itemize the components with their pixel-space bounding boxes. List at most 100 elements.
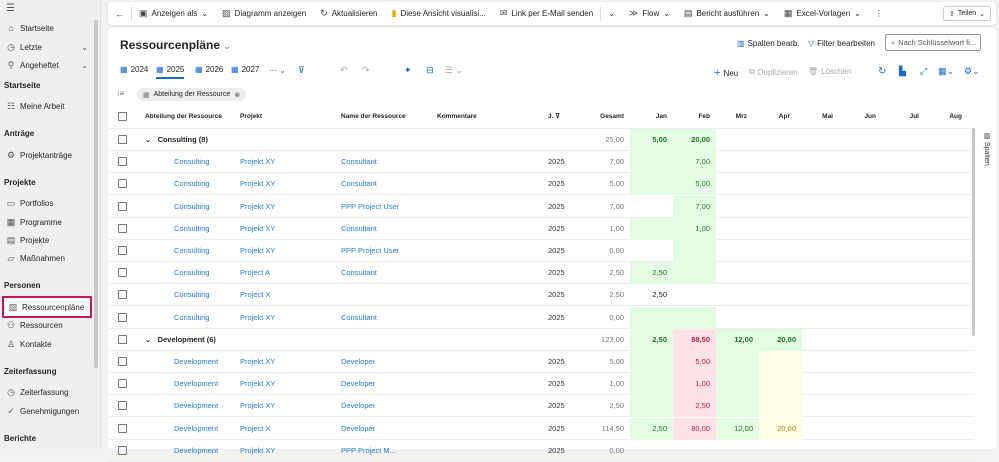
row-checkbox[interactable]: [118, 401, 127, 411]
anzeigen-als-button[interactable]: ▣ Anzeigen als ⌄: [132, 2, 215, 25]
ressource-link[interactable]: Developer: [341, 401, 376, 411]
filter-icon[interactable]: ⊽: [555, 113, 560, 120]
month-cell[interactable]: 7,00: [673, 195, 716, 218]
month-cell[interactable]: 5,00: [673, 173, 716, 196]
row-checkbox[interactable]: [118, 223, 127, 233]
fullscreen-button[interactable]: ⤢: [920, 66, 927, 77]
projekt-link[interactable]: Projekt XY: [240, 179, 276, 189]
select-all-checkbox[interactable]: [118, 112, 127, 121]
column-header[interactable]: Apr: [759, 106, 802, 128]
group-header[interactable]: ⌄ Development (6): [145, 329, 216, 351]
close-circle-icon[interactable]: ⊗: [234, 91, 241, 99]
link-email-button[interactable]: ✉ Link per E-Mail senden: [493, 2, 600, 25]
row-checkbox[interactable]: [118, 201, 127, 211]
month-cell[interactable]: 1,00: [673, 373, 716, 396]
year-tab-2027[interactable]: ▦ 2027: [231, 65, 259, 74]
list-options-button[interactable]: ☰ ⌄: [445, 65, 463, 76]
projekt-link[interactable]: Projekt XY: [240, 223, 276, 233]
month-cell[interactable]: [673, 262, 716, 285]
month-cell[interactable]: 2,50: [630, 328, 673, 351]
column-header[interactable]: Name der Ressource: [341, 106, 406, 128]
month-cell[interactable]: [630, 196, 673, 218]
abteilung-link[interactable]: Development: [174, 357, 219, 366]
year-tab-2024[interactable]: ▦ 2024: [120, 65, 148, 74]
column-header[interactable]: Mai: [802, 106, 845, 128]
row-checkbox[interactable]: [118, 179, 127, 189]
duplizieren-button[interactable]: ⧉ Duplizieren: [749, 67, 798, 77]
row-checkbox[interactable]: [118, 379, 127, 389]
month-cell[interactable]: [630, 395, 673, 418]
month-cell[interactable]: [673, 240, 716, 262]
more-commands-button[interactable]: ⋮: [868, 2, 890, 25]
table-row[interactable]: Consulting Projekt XY PPP Project User 2025…: [108, 240, 974, 262]
row-checkbox[interactable]: [118, 290, 127, 300]
abteilung-link[interactable]: Consulting: [174, 290, 210, 300]
sidebar-item[interactable]: ▤ Projekte: [4, 231, 92, 249]
year-tab-2025[interactable]: ▦ 2025: [156, 65, 185, 79]
loeschen-button[interactable]: 🗑 Löschen: [808, 67, 851, 76]
month-cell[interactable]: [759, 373, 802, 396]
month-cell[interactable]: [716, 373, 759, 396]
filter-bearbeiten-button[interactable]: ▽ Filter bearbeiten: [808, 39, 875, 48]
abteilung-link[interactable]: Consulting: [174, 223, 210, 233]
month-cell[interactable]: 7,00: [673, 151, 716, 174]
month-cell[interactable]: [759, 395, 802, 418]
ressource-link[interactable]: PPP Project User: [341, 201, 400, 211]
ressource-link[interactable]: PPP Project M...: [341, 445, 396, 455]
month-cell[interactable]: [630, 240, 673, 262]
ressource-link[interactable]: Consultant: [341, 268, 377, 278]
month-cell[interactable]: 12,00: [716, 417, 759, 440]
sidebar-item[interactable]: ▧ Ressourcenpläne: [2, 296, 92, 318]
ressource-link[interactable]: Consultant: [341, 223, 377, 233]
column-header[interactable]: Projekt: [240, 106, 262, 128]
column-header[interactable]: Jun: [845, 106, 888, 128]
month-cell[interactable]: [630, 351, 673, 373]
abteilung-link[interactable]: Consulting: [174, 201, 210, 211]
column-header[interactable]: Kommentare: [437, 106, 477, 128]
visualisieren-button[interactable]: ▮ Diese Ansicht visualisi...: [385, 2, 493, 25]
table-row[interactable]: 5,00 Consulting Projekt XY Consultant 2025 5,…: [108, 173, 974, 196]
projekt-link[interactable]: Project X: [240, 423, 271, 433]
chevron-down-icon[interactable]: ⌄: [81, 42, 88, 52]
projekt-link[interactable]: Project X: [240, 290, 271, 300]
undo-button[interactable]: ↶: [340, 65, 348, 76]
column-header[interactable]: Aug: [931, 106, 974, 128]
month-cell[interactable]: 20,00: [759, 328, 802, 351]
column-header[interactable]: J. ⊽: [548, 106, 560, 128]
abteilung-link[interactable]: Consulting: [174, 268, 210, 278]
table-row[interactable]: Consulting Projekt XY Consultant 2025 0,00: [108, 306, 974, 329]
row-checkbox[interactable]: [118, 268, 127, 278]
month-cell[interactable]: 1,00: [673, 217, 716, 240]
projekt-link[interactable]: Projekt XY: [240, 401, 276, 411]
abteilung-link[interactable]: Consulting: [174, 157, 210, 167]
sidebar-item[interactable]: ✓ Genehmigungen: [4, 402, 92, 420]
group-header[interactable]: ⌄ Consulting (8): [145, 129, 208, 151]
sidebar-item-startseite[interactable]: ⌂ Startseite: [4, 19, 92, 37]
table-row[interactable]: 7,00 Consulting Projekt XY Consultant 2025 7,…: [108, 151, 974, 174]
table-row[interactable]: 2,50 Development Projekt XY Developer 2025 2,…: [108, 395, 974, 418]
column-header[interactable]: Abteilung der Ressource: [145, 106, 222, 128]
table-row[interactable]: 2,50 Consulting Project A Consultant 2025 2,5…: [108, 262, 974, 285]
ressource-link[interactable]: Developer: [341, 423, 376, 433]
month-cell[interactable]: 88,50: [673, 328, 716, 351]
more-years-button[interactable]: ⋯ ⌄: [269, 66, 286, 75]
month-cell[interactable]: 12,00: [716, 328, 759, 351]
table-row[interactable]: 2,50 Consulting Project X 2025 2,50: [108, 284, 974, 307]
abteilung-link[interactable]: Consulting: [174, 312, 210, 322]
spalten-bearb-button[interactable]: ▥ Spalten bearb.: [737, 39, 800, 48]
ressource-link[interactable]: Developer: [341, 379, 376, 389]
excel-vorlagen-button[interactable]: ▦ Excel-Vorlagen ⌄: [777, 2, 868, 25]
sidebar-item[interactable]: ▦ Programme: [4, 213, 92, 231]
chevron-down-icon[interactable]: ⌄: [81, 60, 88, 70]
year-tab-2026[interactable]: ▦ 2026: [195, 65, 223, 74]
collapse-button[interactable]: ⊟: [426, 65, 434, 76]
sidebar-item[interactable]: ▱ Maßnahmen: [4, 249, 92, 267]
month-cell[interactable]: [716, 351, 759, 373]
ressource-link[interactable]: Consultant: [341, 312, 377, 322]
month-cell[interactable]: [630, 151, 673, 174]
abteilung-link[interactable]: Development: [174, 445, 219, 455]
row-checkbox[interactable]: [118, 423, 127, 433]
export-excel-button[interactable]: ▦⌄: [938, 66, 954, 77]
view-selector[interactable]: Ressourcenpläne ⌄: [120, 38, 231, 52]
abteilung-link[interactable]: Consulting: [174, 246, 210, 255]
